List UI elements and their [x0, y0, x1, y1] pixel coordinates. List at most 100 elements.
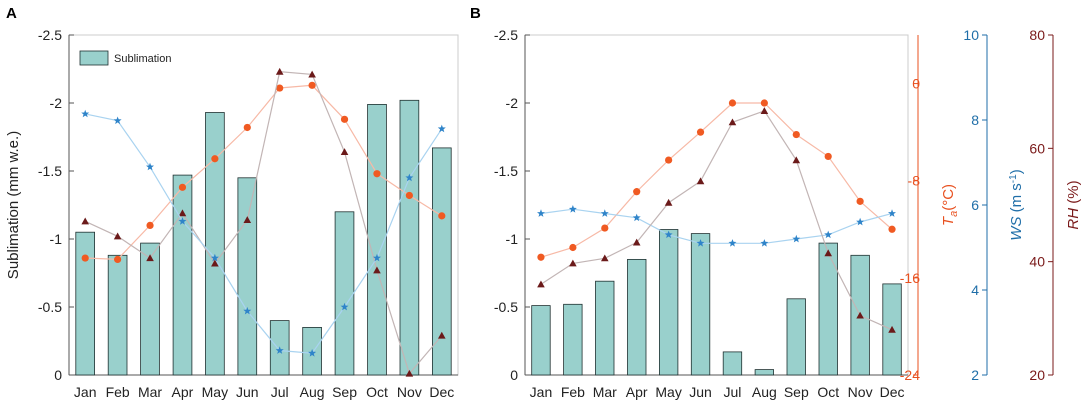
panel-a-xtick-label: Jan	[74, 384, 97, 400]
panel-a-xtick-label: Apr	[172, 384, 194, 400]
panel-a-bar-may	[205, 112, 225, 376]
panel-a-bar-jun	[237, 177, 258, 376]
panel-b-xtick-label: Sep	[784, 384, 809, 400]
panel-b-rh-axis-tick-label: 80	[1029, 27, 1045, 43]
panel-a-rh-point-jul	[275, 67, 284, 75]
panel-a-rh-point-jun	[243, 216, 252, 223]
rh-title-var: RH	[1065, 208, 1082, 230]
panel-a-ws-point-feb	[113, 116, 122, 125]
panel-b-rh-point-mar	[600, 254, 609, 262]
panel-b-bar-jul	[722, 351, 743, 376]
panel-a-xtick-label: Feb	[106, 384, 130, 400]
panel-b-ta-axis-tick-label: -24	[900, 367, 920, 383]
panel-a-ta-point-jul	[276, 84, 284, 92]
panel-a-ws-point-jul	[275, 346, 284, 354]
panel-a-ta-point-feb	[114, 255, 122, 263]
panel-a-rh-point-feb	[113, 232, 122, 240]
panel-b-ta-line	[540, 102, 893, 258]
panel-b-ta-point-nov	[856, 197, 864, 205]
panel-a-rh-point-nov	[405, 369, 414, 377]
panel-b-rh-axis-tick-label: 60	[1029, 140, 1045, 156]
panel-b-ta-point-oct	[824, 152, 832, 161]
panel-b-ytick-label: 0	[510, 367, 518, 383]
panel-b-ws-point-jan	[537, 209, 545, 217]
panel-a-ytick-label: -2.5	[38, 27, 62, 43]
panel-a-xtick-label: May	[202, 384, 228, 400]
panel-a-rh-point-aug	[308, 70, 316, 78]
panel-b-bar-jan	[531, 305, 551, 376]
panel-b-bar-feb	[563, 303, 583, 376]
panel-b-ta-point-aug	[760, 99, 768, 107]
panel-b-ws-point-aug	[760, 239, 769, 247]
ta-title-unit: (°C)	[940, 184, 957, 211]
panel-a-xtick-label: Aug	[300, 384, 325, 400]
panel-b-ws-point-may	[664, 230, 673, 239]
panel-b-ws-axis-tick-label: 10	[963, 27, 979, 43]
panel-b-rh-axis-tick-label: 40	[1029, 254, 1045, 270]
panel-a-ta-point-sep	[340, 115, 349, 123]
panel-a-xtick-label: Jul	[271, 384, 289, 400]
panel-a-xtick-label: Oct	[366, 384, 388, 400]
panel-b-ws-axis-tick-label: 8	[971, 112, 979, 128]
panel-a-ta-point-jan	[81, 254, 89, 262]
panel-b-ws-point-oct	[824, 230, 833, 239]
panel-a-rh-point-jan	[81, 217, 90, 225]
panel-b-xtick-label: Jul	[724, 384, 742, 400]
panel-b-rh-point-oct	[824, 249, 833, 257]
panel-b-xtick-label: May	[655, 384, 681, 400]
panel-a-ytick-label: -1.5	[38, 163, 62, 179]
panel-a-ta-point-jun	[243, 123, 251, 132]
panel-a-ws-point-may	[210, 253, 219, 262]
panel-b-rh-point-sep	[792, 156, 801, 164]
panel-b-xtick-label: Dec	[880, 384, 905, 400]
panel-b-rh-axis-tick-label: 20	[1029, 367, 1045, 383]
ws-title-unit: (m s	[1008, 183, 1025, 216]
panel-a-bar-feb	[107, 254, 128, 376]
panel-a-ws-point-nov	[405, 173, 414, 182]
panel-b-ws-axis-tick-label: 2	[971, 367, 979, 383]
panel-b-bar-mar	[595, 280, 615, 376]
panel-a-xtick-label: Jun	[236, 384, 259, 400]
panel-b-ws-point-jul	[728, 239, 737, 247]
panel-a-bar-sep	[334, 211, 355, 376]
panel-b-ta-axis-tick-label: -16	[900, 270, 920, 286]
panel-a-bar-oct	[367, 104, 387, 376]
panel-a-ws-point-oct	[373, 253, 381, 262]
panel-a-rh-point-oct	[373, 266, 381, 274]
panel-a-ytick-label: -1	[50, 231, 63, 247]
panel-b-ws-point-jun	[696, 239, 705, 247]
panel-a-ta-line	[85, 84, 443, 261]
panel-b-bar-jun	[690, 233, 711, 376]
panel-b-rh-point-may	[664, 198, 673, 206]
panel-a-ws-line	[85, 113, 443, 354]
ta-title-var: T	[940, 215, 957, 226]
panel-a-ta-point-nov	[405, 191, 413, 200]
panel-b-xtick-label: Apr	[626, 384, 648, 400]
panel-b-ta-point-jan	[537, 253, 545, 261]
panel-b-rh-point-apr	[632, 238, 641, 246]
legend-label: Sublimation	[114, 53, 171, 65]
panel-a-xtick-label: Sep	[332, 384, 357, 400]
panel-b-xtick-label: Jan	[530, 384, 553, 400]
panel-b-bar-oct	[818, 242, 838, 376]
panel-b-ta-point-feb	[569, 243, 577, 252]
panel-b-ytick-label: -2.5	[494, 27, 518, 43]
panel-a-bar-apr	[172, 174, 193, 376]
panel-b-ytick-label: -1.5	[494, 163, 518, 179]
panel-b-rh-line	[540, 110, 893, 331]
panel-b-ytick-label: -0.5	[494, 299, 518, 315]
panel-a-ws-point-sep	[340, 302, 349, 311]
panel-b-ws-axis-tick-label: 4	[971, 282, 979, 298]
panel-b-ws-point-sep	[792, 234, 801, 243]
panel-b-rh-point-jul	[728, 118, 737, 126]
panel-a-ta-point-may	[211, 155, 219, 163]
panel-a-ws-point-jan	[81, 109, 90, 118]
panel-a-ta-point-mar	[146, 221, 154, 229]
panel-b-ta-point-sep	[792, 130, 800, 139]
panel-b-rh-point-dec	[888, 325, 896, 333]
panel-b-ws-axis-tick-label: 6	[971, 197, 979, 213]
rh-title-unit: (%)	[1065, 180, 1082, 208]
panel-a-ta-point-apr	[178, 183, 187, 191]
panel-b-bar-apr	[627, 258, 647, 376]
